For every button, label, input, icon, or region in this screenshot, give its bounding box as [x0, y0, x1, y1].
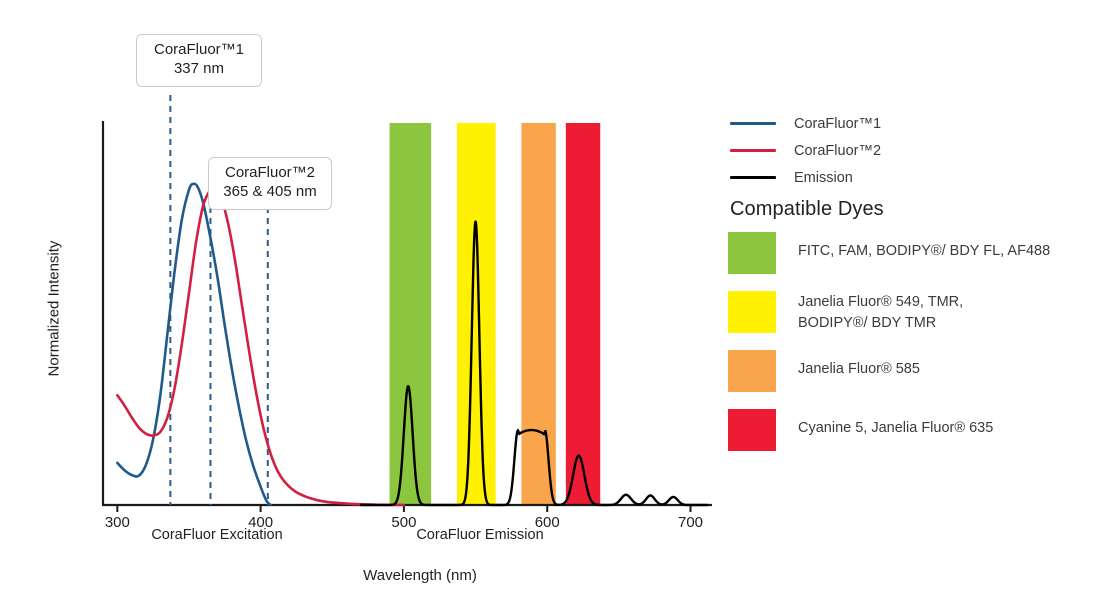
y-axis-title: Normalized Intensity [45, 240, 63, 377]
legend-line-swatch [730, 149, 776, 152]
legend-item-1[interactable]: CoraFluor™1 [730, 110, 1100, 137]
dye-label-line1: Janelia Fluor® 549, TMR, [798, 294, 964, 310]
dye-color-swatch [728, 409, 776, 452]
x-axis-sublabel-excitation: CoraFluor Excitation [151, 527, 283, 543]
annotation-corafluor-1-line2: 337 nm [173, 59, 225, 77]
compatible-dye-row-1[interactable]: FITC, FAM, BODIPY®/ BDY FL, AF488 [728, 232, 1108, 274]
legend-item-label: CoraFluor™1 [794, 115, 882, 132]
curve-corafluor-2 [116, 185, 406, 507]
orange-band [521, 123, 556, 505]
x-axis-sublabel-emission: CoraFluor Emission [416, 527, 544, 543]
x-axis-title: Wavelength (nm) [363, 567, 477, 584]
annotation-corafluor-2-line2: 365 & 405 nm [223, 182, 317, 200]
compatible-dyes-list: FITC, FAM, BODIPY®/ BDY FL, AF488 Janelia… [728, 232, 1108, 468]
side-panel: CoraFluor™1 CoraFluor™2 Emission Compatibl… [722, 0, 1110, 612]
spectra-chart: 300 400 500 600 700 CoraFluor Excitation Cor… [45, 34, 712, 584]
legend-item-label: Emission [794, 169, 853, 186]
curve-corafluor-1 [116, 182, 272, 507]
legend-line-swatch [730, 176, 776, 179]
compatible-dye-row-3[interactable]: Janelia Fluor® 585 [728, 350, 1108, 393]
legend-item-3[interactable]: Emission [730, 164, 1100, 191]
x-tick-label-600: 600 [534, 514, 560, 531]
curve-emission [359, 220, 709, 507]
dye-color-swatch [728, 291, 776, 333]
compatible-dyes-title: Compatible Dyes [730, 198, 884, 220]
dye-label: Cyanine 5, Janelia Fluor® 635 [798, 409, 993, 439]
dye-label-line1: Janelia Fluor® 585 [798, 361, 920, 378]
x-tick-label-500: 500 [391, 514, 417, 531]
green-band [389, 123, 432, 505]
legend-item-label: CoraFluor™2 [794, 142, 882, 159]
dye-color-swatch [728, 232, 776, 274]
compatible-dye-row-2[interactable]: Janelia Fluor® 549, TMR, BODIPY®/ BDY TMR [728, 291, 1108, 333]
legend-item-2[interactable]: CoraFluor™2 [730, 137, 1100, 164]
annotation-corafluor-2-line1: CoraFluor™2 [224, 164, 316, 181]
annotation-corafluor-1-line1: CoraFluor™1 [153, 41, 245, 58]
yellow-band [456, 123, 496, 505]
annotation-corafluor-2: CoraFluor™2 365 & 405 nm [208, 157, 332, 210]
annotation-corafluor-1: CoraFluor™1 337 nm [136, 34, 262, 87]
red-band [565, 123, 601, 505]
legend-line-swatch [730, 122, 776, 125]
dye-label: FITC, FAM, BODIPY®/ BDY FL, AF488 [798, 232, 1050, 262]
x-tick-label-700: 700 [677, 514, 704, 531]
dye-label-line1: Cyanine 5, Janelia Fluor® 635 [798, 420, 994, 437]
dye-label: Janelia Fluor® 549, TMR, BODIPY®/ BDY TMR [798, 291, 963, 333]
plot-canvas [101, 95, 712, 512]
dye-label-line2: BODIPY®/ BDY TMR [798, 314, 937, 331]
dye-label-line1: FITC, FAM, BODIPY®/ BDY FL, AF488 [798, 243, 1051, 259]
compatible-dye-row-4[interactable]: Cyanine 5, Janelia Fluor® 635 [728, 409, 1108, 452]
x-tick-label-400: 400 [248, 514, 274, 531]
dye-label: Janelia Fluor® 585 [798, 350, 920, 380]
x-tick-label-300: 300 [104, 514, 130, 531]
dye-color-swatch [728, 350, 776, 393]
series-legend: CoraFluor™1 CoraFluor™2 Emission [730, 110, 1100, 191]
